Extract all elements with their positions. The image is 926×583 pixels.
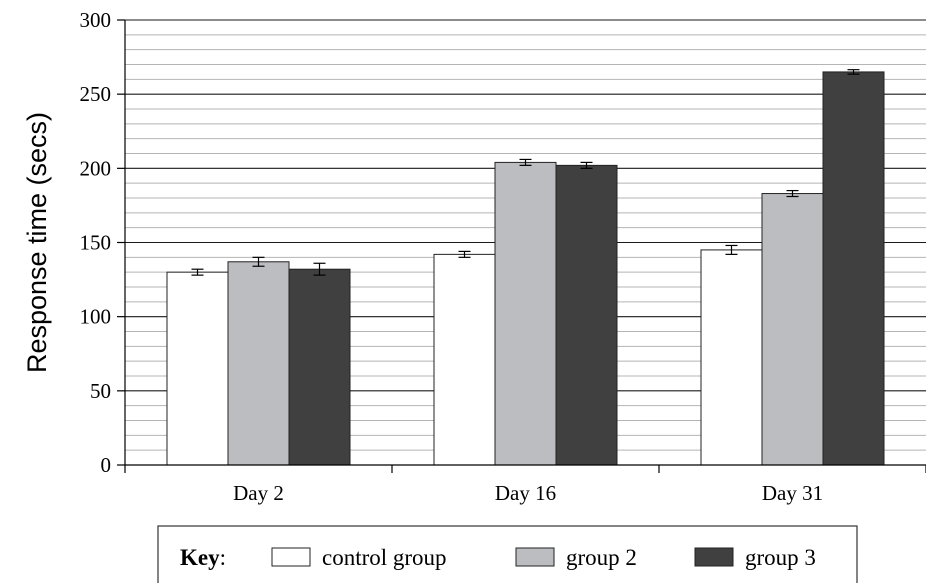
y-tick-label: 150 <box>80 231 112 255</box>
bar <box>494 161 557 466</box>
x-tick-label: Day 2 <box>233 481 284 505</box>
x-tick-label: Day 31 <box>762 481 823 505</box>
y-tick-label: 250 <box>80 82 112 106</box>
bar <box>433 253 496 466</box>
y-tick-label: 0 <box>101 453 112 477</box>
y-tick-label: 200 <box>80 156 112 180</box>
x-tick-label: Day 16 <box>495 481 556 505</box>
bars <box>166 69 885 466</box>
legend-swatch <box>515 547 555 567</box>
legend-swatch <box>694 547 734 567</box>
bar <box>227 261 290 466</box>
y-axis-title: Response time (secs) <box>22 112 52 373</box>
legend-title-separator: : <box>220 545 226 570</box>
bar <box>288 268 351 466</box>
axes: Day 2 Day 16 Day 31 0 50 100 150 200 250 300 <box>80 8 926 505</box>
legend-label: group 2 <box>566 545 637 570</box>
bar <box>166 271 229 466</box>
legend: Key: control group group 2 group 3 <box>157 525 858 583</box>
bar <box>822 71 885 466</box>
legend-title: Key: <box>180 545 226 570</box>
bar <box>761 193 824 466</box>
legend-title-key: Key <box>180 545 220 570</box>
legend-swatch <box>271 547 311 567</box>
legend-label: group 3 <box>745 545 816 570</box>
legend-label: control group <box>322 545 447 570</box>
bar <box>555 164 618 466</box>
y-tick-label: 300 <box>80 8 112 32</box>
bar <box>700 249 763 466</box>
y-tick-label: 100 <box>80 305 112 329</box>
y-tick-label: 50 <box>90 379 111 403</box>
